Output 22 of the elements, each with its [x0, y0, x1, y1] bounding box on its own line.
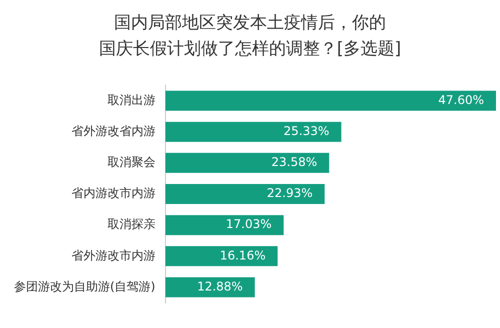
data-label: 16.16%	[220, 248, 266, 262]
bar	[165, 90, 496, 111]
bar	[165, 152, 330, 173]
bar	[165, 215, 284, 236]
data-label: 17.03%	[226, 217, 272, 232]
data-label: 25.33%	[284, 124, 330, 138]
y-tick-label: 参团游改为自助游(自驾游)	[14, 279, 156, 294]
bar	[165, 122, 342, 142]
y-tick-label: 取消聚会	[107, 155, 156, 170]
data-label: 23.58%	[271, 155, 318, 170]
y-tick-label: 取消出游	[107, 92, 156, 107]
y-tick-label: 省外游改省内游	[71, 124, 156, 138]
data-label: 47.60%	[438, 92, 484, 107]
bar	[165, 246, 278, 266]
y-tick-label: 省内游改市内游	[71, 186, 156, 200]
bar	[165, 277, 255, 298]
data-label: 22.93%	[266, 186, 313, 200]
data-label: 12.88%	[197, 279, 243, 294]
bar	[165, 184, 325, 204]
y-tick-label: 省外游改市内游	[71, 248, 156, 262]
chart-title: 国内局部地区突发本土疫情后，你的国庆长假计划做了怎样的调整？[多选题]	[98, 12, 402, 61]
y-tick-label: 取消探亲	[107, 217, 156, 232]
